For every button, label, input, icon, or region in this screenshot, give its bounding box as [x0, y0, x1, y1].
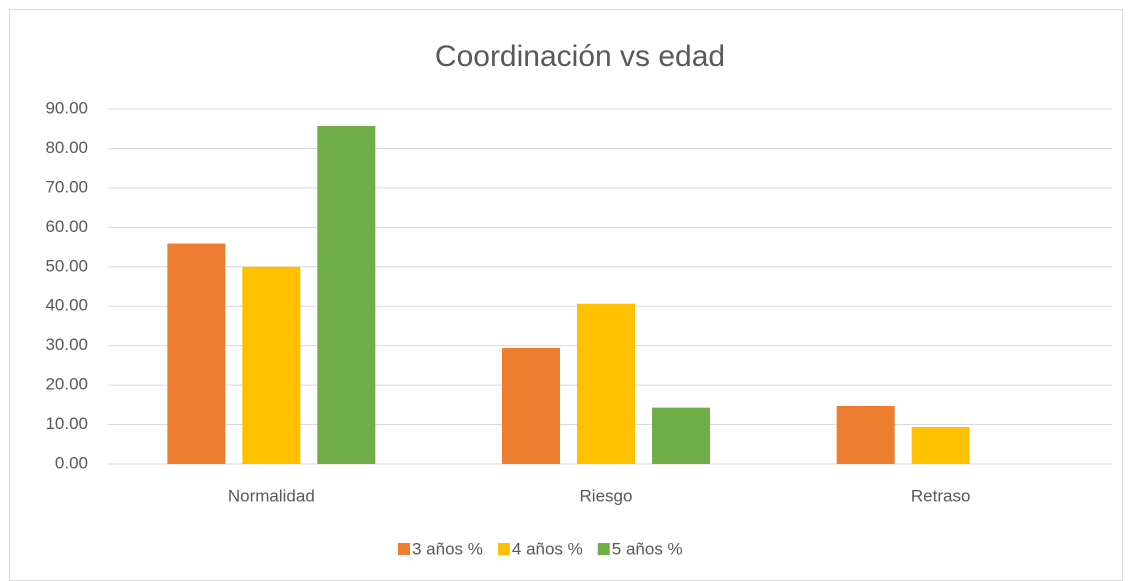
legend-label: 4 años % — [512, 539, 583, 558]
y-tick-label: 0.00 — [55, 453, 88, 472]
legend-swatch — [597, 543, 610, 555]
bar — [652, 407, 710, 464]
bar — [502, 347, 560, 464]
legend-label: 5 años % — [612, 539, 683, 558]
y-tick-label: 20.00 — [45, 375, 88, 394]
y-tick-label: 80.00 — [45, 138, 88, 157]
y-tick-label: 70.00 — [45, 177, 88, 196]
bar — [836, 405, 895, 464]
legend-swatch — [398, 543, 410, 555]
y-tick-label: 60.00 — [45, 217, 88, 236]
bar — [242, 266, 301, 464]
y-tick-label: 30.00 — [45, 335, 88, 354]
y-tick-label: 10.00 — [45, 414, 88, 433]
y-tick-label: 50.00 — [45, 256, 88, 275]
x-tick-label: Normalidad — [228, 486, 315, 505]
bar — [317, 125, 376, 465]
legend-swatch — [497, 543, 510, 555]
x-tick-label: Retraso — [911, 486, 971, 505]
y-tick-label: 40.00 — [45, 296, 88, 315]
legend-label: 3 años % — [412, 539, 483, 558]
x-tick-label: Riesgo — [580, 486, 633, 505]
bar — [167, 243, 226, 464]
chart-title: Coordinación vs edad — [435, 40, 725, 73]
bar — [911, 427, 970, 464]
bar — [577, 303, 635, 464]
y-tick-label: 90.00 — [45, 98, 88, 117]
